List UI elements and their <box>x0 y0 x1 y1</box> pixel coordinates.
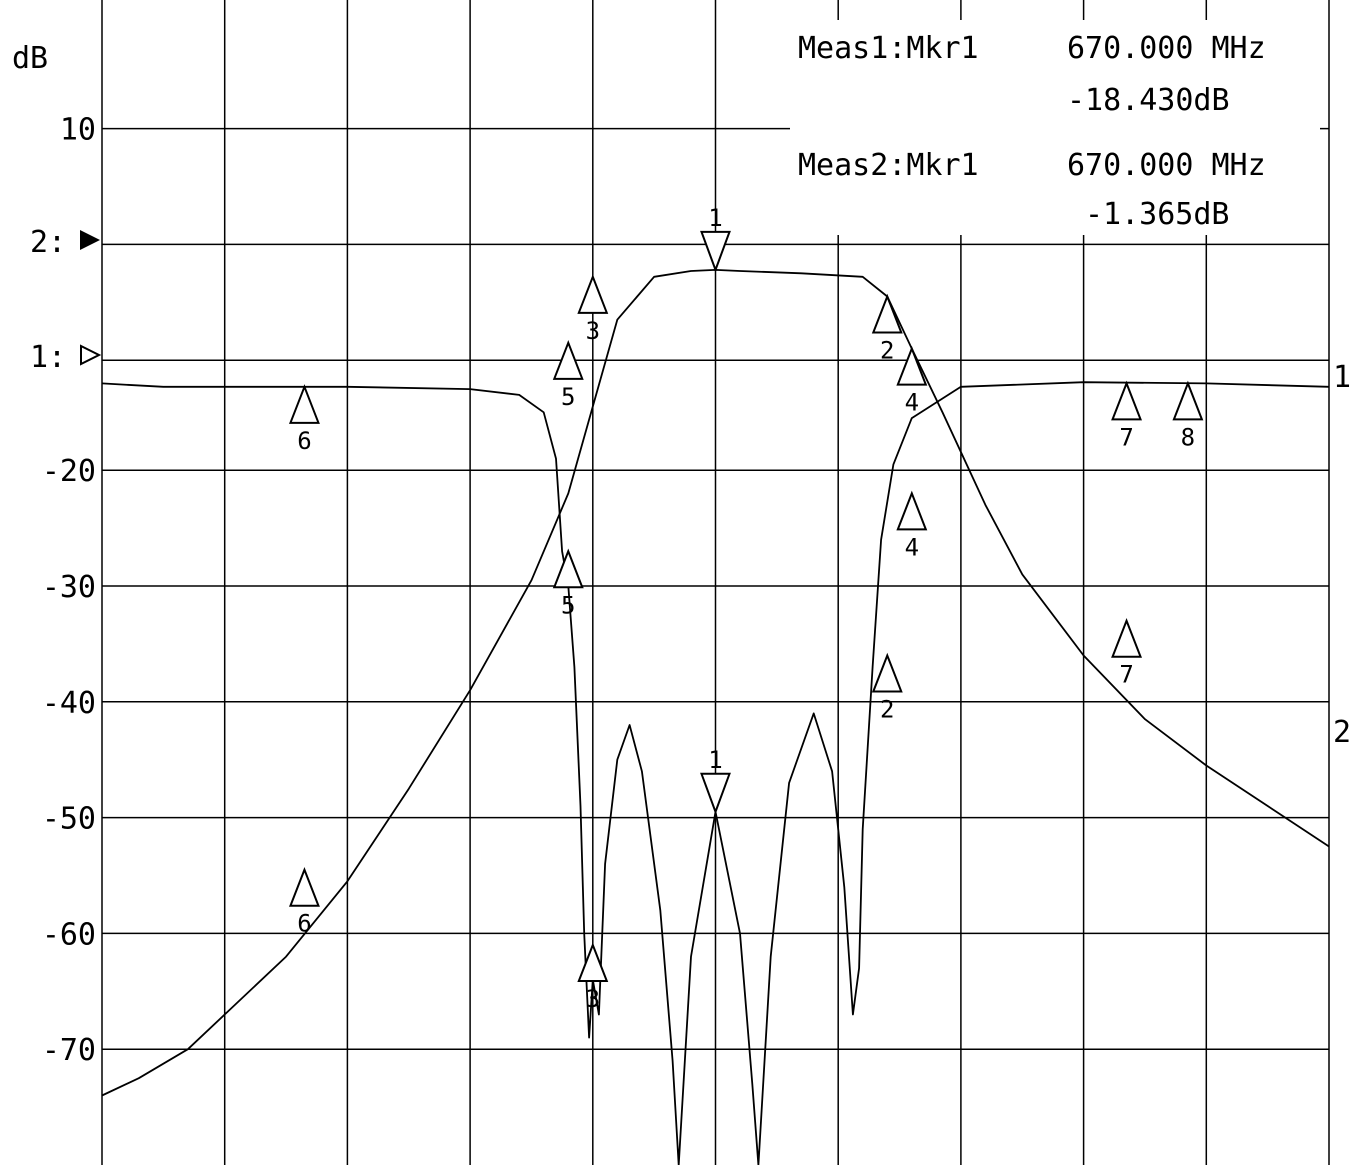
marker-triangle <box>577 942 609 982</box>
marker-4: 4 <box>896 345 928 417</box>
marker-6: 6 <box>288 866 320 938</box>
marker-triangle <box>552 548 584 589</box>
marker-triangle <box>288 866 320 907</box>
marker-7: 7 <box>1111 617 1143 689</box>
y-tick-label: -60 <box>42 917 96 952</box>
meas2-frequency: 670.000 MHz <box>1067 148 1266 183</box>
marker-triangle <box>700 230 731 273</box>
marker-label: 4 <box>905 389 919 417</box>
marker-6: 6 <box>288 384 320 455</box>
ref-arrow-open <box>80 344 102 366</box>
marker-triangle <box>896 345 928 386</box>
marker-3: 3 <box>577 274 609 345</box>
marker-1: 1 <box>700 746 731 815</box>
marker-label: 6 <box>297 427 311 455</box>
trace-1-line <box>101 381 1330 1165</box>
marker-label: 2 <box>880 695 894 723</box>
marker-label: 8 <box>1181 423 1195 451</box>
marker-7: 7 <box>1111 380 1143 451</box>
ref-arrow-filled <box>80 230 100 250</box>
marker-label: 7 <box>1119 423 1133 451</box>
meas1-value: -18.430dB <box>1067 83 1230 118</box>
marker-4: 4 <box>896 490 928 561</box>
marker-label: 6 <box>297 910 311 938</box>
marker-label: 1 <box>708 746 722 774</box>
marker-5: 5 <box>552 548 584 619</box>
y-tick-label: -20 <box>42 454 96 489</box>
marker-8: 8 <box>1172 380 1204 451</box>
trace-2-line <box>101 268 1330 1097</box>
marker-label: 1 <box>708 204 722 232</box>
marker-3: 3 <box>577 942 609 1013</box>
marker-label: 2 <box>880 337 894 365</box>
marker-label: 3 <box>586 317 600 345</box>
marker-label: 5 <box>561 591 575 619</box>
marker-triangle <box>1111 380 1143 421</box>
marker-triangle <box>552 340 584 380</box>
traces <box>101 268 1330 1165</box>
y-tick-label: -30 <box>42 570 96 605</box>
marker-2: 2 <box>871 293 903 365</box>
y-tick-labels: 10 -20 -30 -40 -50 -60 -70 <box>42 113 96 1069</box>
marker-label: 7 <box>1119 661 1133 689</box>
y-tick-label: 10 <box>60 113 96 148</box>
annotation-backdrop <box>790 20 1320 235</box>
trace-2-end-label: 2 <box>1333 715 1351 750</box>
marker-label: 3 <box>586 985 600 1013</box>
y-axis-unit-label: dB <box>12 41 48 76</box>
marker-1: 1 <box>700 204 731 273</box>
marker-triangle <box>871 293 903 334</box>
ref-label-trace-2: 2: <box>30 225 66 260</box>
meas2-label: Meas2:Mkr1 <box>798 148 979 183</box>
ref-label-trace-1: 1: <box>30 340 66 375</box>
marker-label: 5 <box>561 383 575 411</box>
marker-triangle <box>896 490 928 531</box>
marker-triangle <box>871 652 903 693</box>
meas1-label: Meas1:Mkr1 <box>798 31 979 66</box>
marker-triangle <box>1111 617 1143 658</box>
meas1-frequency: 670.000 MHz <box>1067 31 1266 66</box>
marker-label: 4 <box>905 533 919 561</box>
marker-triangle <box>1172 380 1204 421</box>
marker-2: 2 <box>871 652 903 723</box>
marker-triangle <box>288 384 320 424</box>
y-tick-label: -50 <box>42 802 96 837</box>
marker-triangle <box>577 274 609 314</box>
trace-1-end-label: 1 <box>1333 360 1351 395</box>
marker-5: 5 <box>552 340 584 411</box>
y-tick-label: -40 <box>42 686 96 721</box>
marker-triangle <box>700 772 731 815</box>
markers: 1 2 3 4 5 6 7 8 1 2 3 4 5 6 7 <box>288 204 1204 1013</box>
y-tick-label: -70 <box>42 1033 96 1068</box>
meas2-value: -1.365dB <box>1085 197 1230 232</box>
